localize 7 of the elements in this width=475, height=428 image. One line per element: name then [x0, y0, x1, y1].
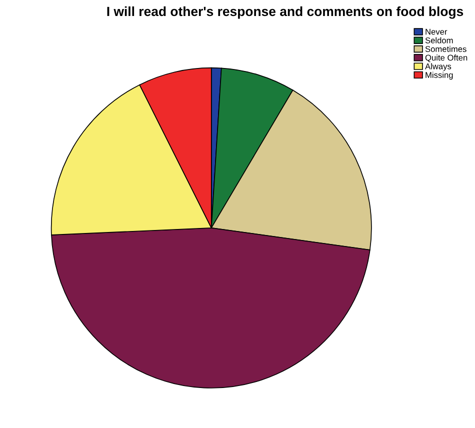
legend-label: Missing [426, 72, 453, 80]
legend-label: Never [426, 28, 448, 35]
legend-label: Always [425, 63, 452, 71]
legend-label: Seldom [425, 37, 453, 44]
legend-label: Quite Often [425, 54, 468, 62]
legend-label: Sometimes [425, 46, 466, 52]
chart-title: I will read other's response and comments on food blogs [107, 6, 464, 19]
